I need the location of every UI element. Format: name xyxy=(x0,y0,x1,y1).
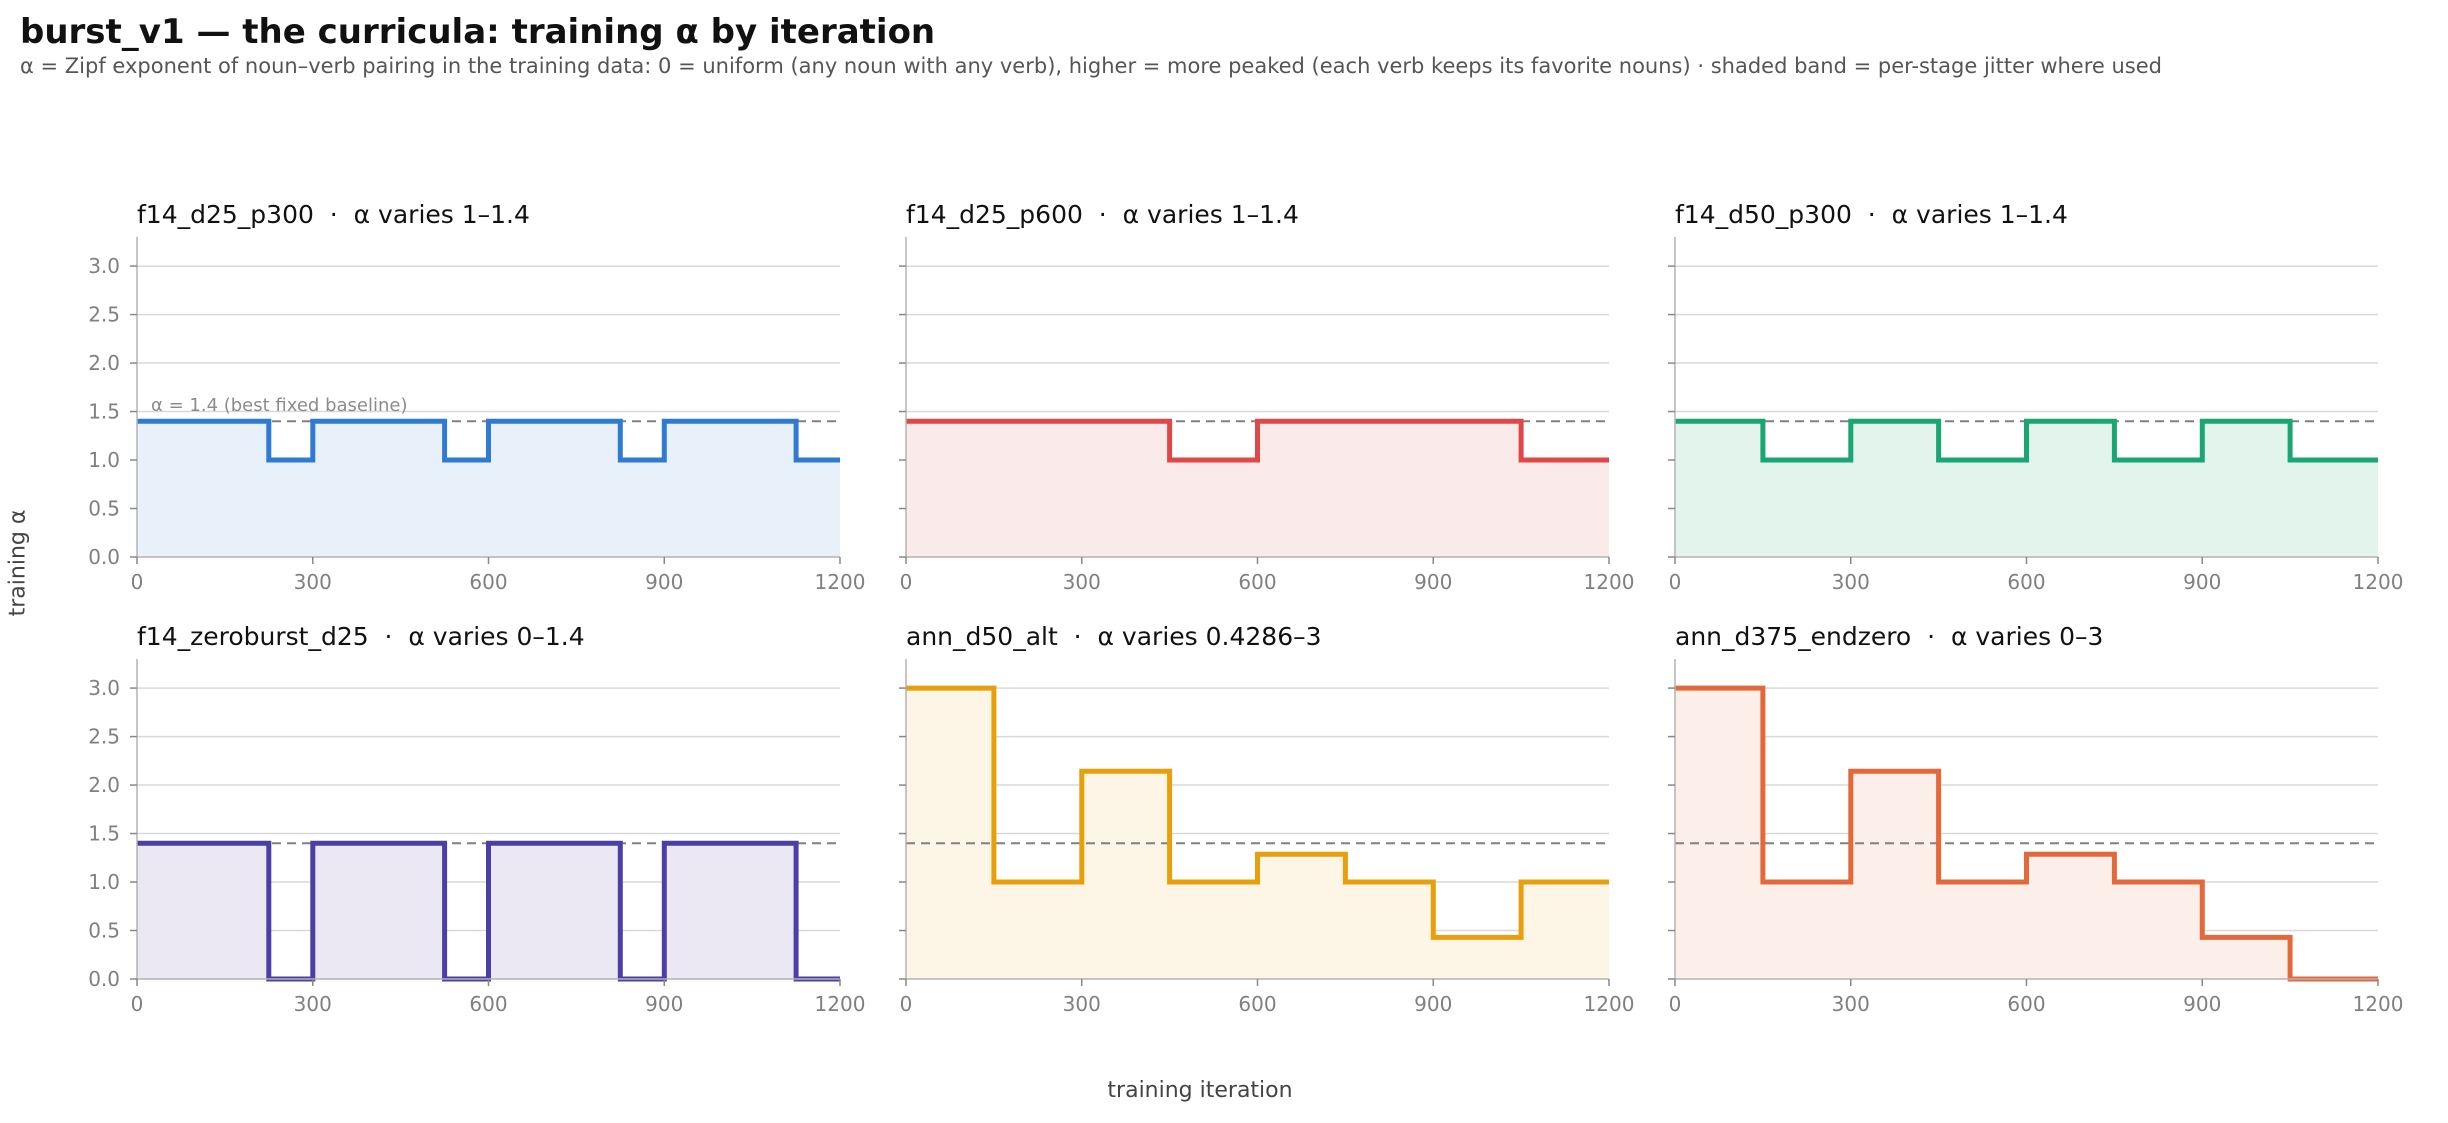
x-tick-label: 900 xyxy=(645,570,683,594)
x-tick-label: 300 xyxy=(1063,570,1101,594)
x-tick-label: 1200 xyxy=(815,992,866,1016)
x-tick-label: 900 xyxy=(2183,992,2221,1016)
x-tick-label: 300 xyxy=(1832,992,1870,1016)
x-tick-label: 600 xyxy=(1238,570,1276,594)
panel-f14_zeroburst_d25: 0.0 0.5 1.0 1.5 2.0 2.5 3.0 0 300 600 900 1200 f14_z… xyxy=(88,622,865,1016)
panel-f14_d50_p300: 0 300 600 900 1200 f14_d50_p300 · α varies 1–… xyxy=(1668,200,2403,594)
panel-title-note: α varies 0–1.4 xyxy=(408,622,584,651)
y-tick-label: 2.5 xyxy=(88,725,120,749)
x-tick-label: 0 xyxy=(1669,992,1682,1016)
panel-title: ann_d375_endzero · α varies 0–3 xyxy=(1675,622,2103,651)
panel-title-note: α varies 0–3 xyxy=(1951,622,2103,651)
panel-title-name: f14_zeroburst_d25 xyxy=(137,622,369,651)
panel-title-separator: · xyxy=(369,622,409,651)
x-tick-label: 1200 xyxy=(2353,570,2404,594)
x-tick-label: 1200 xyxy=(1584,570,1635,594)
x-tick-label: 600 xyxy=(2007,992,2045,1016)
x-tick-label: 1200 xyxy=(1584,992,1635,1016)
stage-fill-area xyxy=(137,421,840,557)
x-tick-label: 0 xyxy=(900,992,913,1016)
panel-title-name: f14_d25_p300 xyxy=(137,200,314,229)
panel-title-separator: · xyxy=(1058,622,1098,651)
panel-title-separator: · xyxy=(1911,622,1951,651)
y-tick-label: 1.5 xyxy=(88,822,120,846)
figure-title: burst_v1 — the curricula: training α by … xyxy=(20,12,936,52)
x-tick-label: 600 xyxy=(469,992,507,1016)
panel-title: f14_d25_p600 · α varies 1–1.4 xyxy=(906,200,1299,229)
stage-fill-area xyxy=(1675,421,2378,557)
y-tick-label: 2.0 xyxy=(88,351,120,375)
y-tick-label: 1.5 xyxy=(88,400,120,424)
x-tick-label: 900 xyxy=(1414,992,1452,1016)
x-tick-label: 600 xyxy=(2007,570,2045,594)
y-tick-label: 1.0 xyxy=(88,448,120,472)
panel-title-note: α varies 1–1.4 xyxy=(1892,200,2068,229)
panel-title-name: ann_d50_alt xyxy=(906,622,1058,651)
panel-title: f14_d25_p300 · α varies 1–1.4 xyxy=(137,200,530,229)
y-tick-label: 2.5 xyxy=(88,303,120,327)
panel-title-separator: · xyxy=(1083,200,1123,229)
alpha-step-line xyxy=(906,418,1609,463)
panel-title: f14_zeroburst_d25 · α varies 0–1.4 xyxy=(137,622,585,651)
stage-fill-area xyxy=(906,421,1609,557)
panel-title-name: ann_d375_endzero xyxy=(1675,622,1911,651)
panel-title-note: α varies 0.4286–3 xyxy=(1098,622,1322,651)
x-tick-label: 900 xyxy=(645,992,683,1016)
x-tick-label: 300 xyxy=(294,570,332,594)
panel-title-note: α varies 1–1.4 xyxy=(1123,200,1299,229)
panel-f14_d25_p300: 0.0 0.5 1.0 1.5 2.0 2.5 3.0 0 300 600 900 1200 f14_d… xyxy=(88,200,865,594)
y-tick-label: 0.5 xyxy=(88,919,120,943)
alpha-step-line xyxy=(137,418,840,463)
y-tick-label: 1.0 xyxy=(88,870,120,894)
x-tick-label: 1200 xyxy=(2353,992,2404,1016)
x-tick-label: 0 xyxy=(1669,570,1682,594)
panel-f14_d25_p600: 0 300 600 900 1200 f14_d25_p600 · α varies 1–… xyxy=(899,200,1634,594)
panel-title-name: f14_d25_p600 xyxy=(906,200,1083,229)
x-tick-label: 1200 xyxy=(815,570,866,594)
x-tick-label: 300 xyxy=(1832,570,1870,594)
x-tick-label: 600 xyxy=(1238,992,1276,1016)
panel-title: ann_d50_alt · α varies 0.4286–3 xyxy=(906,622,1322,651)
x-tick-label: 0 xyxy=(131,570,144,594)
x-tick-label: 600 xyxy=(469,570,507,594)
x-tick-label: 900 xyxy=(2183,570,2221,594)
x-tick-label: 300 xyxy=(294,992,332,1016)
y-tick-label: 0.0 xyxy=(88,967,120,991)
y-tick-label: 3.0 xyxy=(88,676,120,700)
panel-title: f14_d50_p300 · α varies 1–1.4 xyxy=(1675,200,2068,229)
y-tick-label: 3.0 xyxy=(88,254,120,278)
panel-title-note: α varies 1–1.4 xyxy=(354,200,530,229)
y-tick-label: 0.0 xyxy=(88,545,120,569)
alpha-step-line xyxy=(906,685,1609,940)
figure-subtitle: α = Zipf exponent of noun–verb pairing i… xyxy=(20,54,2162,78)
y-tick-label: 2.0 xyxy=(88,773,120,797)
x-tick-label: 0 xyxy=(900,570,913,594)
alpha-step-line xyxy=(1675,685,2378,982)
panel-title-separator: · xyxy=(314,200,354,229)
panel-ann_d50_alt: 0 300 600 900 1200 ann_d50_alt · α varies 0.4… xyxy=(899,622,1634,1016)
x-tick-label: 300 xyxy=(1063,992,1101,1016)
baseline-annotation: α = 1.4 (best fixed baseline) xyxy=(151,395,408,416)
x-tick-label: 900 xyxy=(1414,570,1452,594)
x-tick-label: 0 xyxy=(131,992,144,1016)
panel-title-name: f14_d50_p300 xyxy=(1675,200,1852,229)
panel-title-separator: · xyxy=(1852,200,1892,229)
x-axis-label: training iteration xyxy=(1107,1078,1293,1103)
y-tick-label: 0.5 xyxy=(88,497,120,521)
panel-ann_d375_endzero: 0 300 600 900 1200 ann_d375_endzero · α varie… xyxy=(1668,622,2403,1016)
alpha-step-line xyxy=(1675,418,2378,463)
